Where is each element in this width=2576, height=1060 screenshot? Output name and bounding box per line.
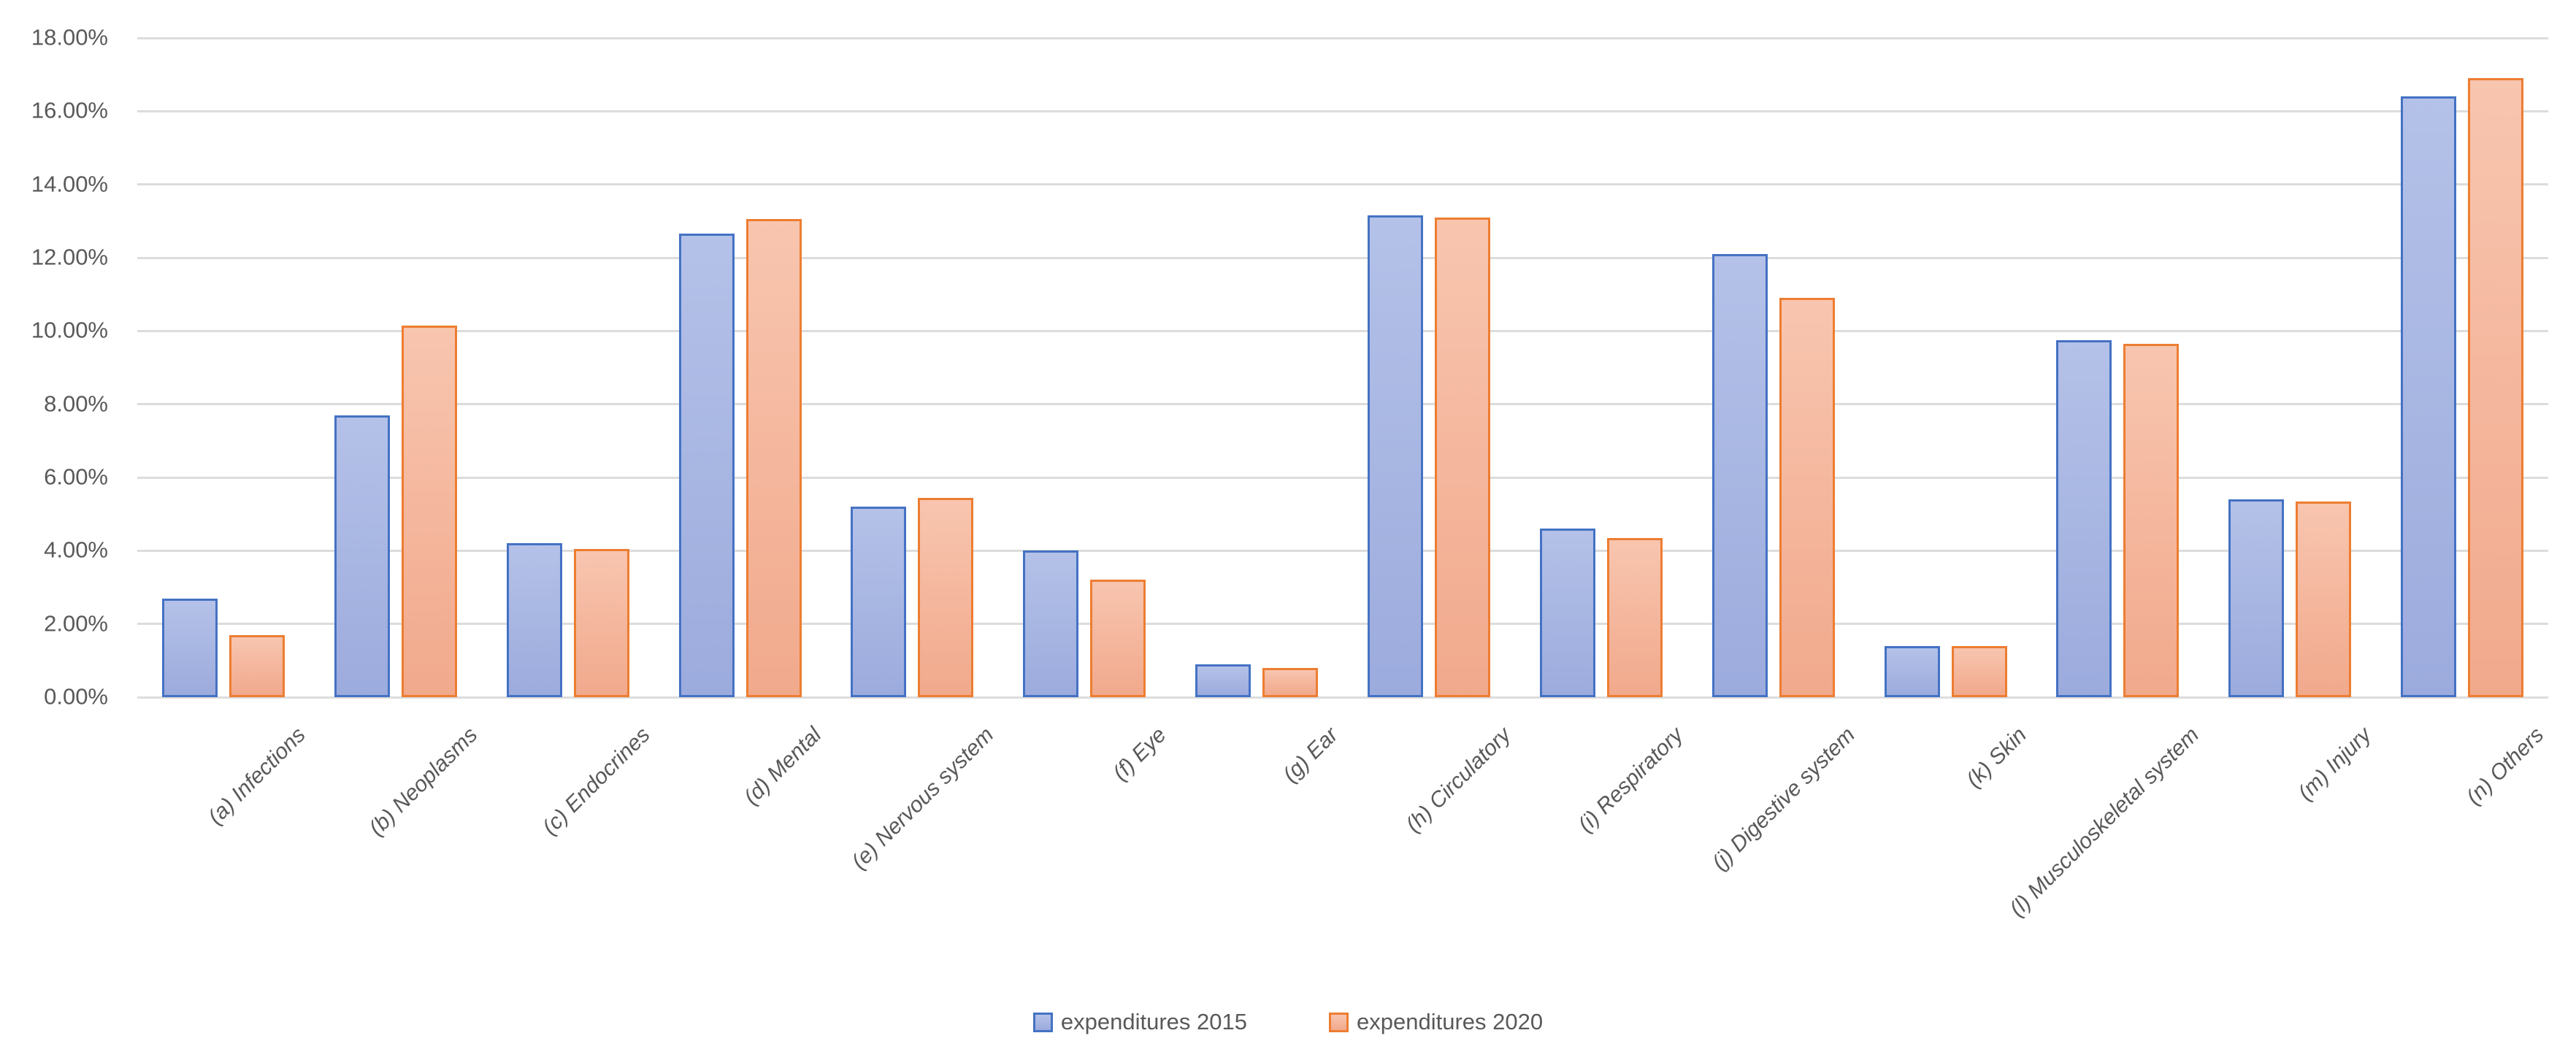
legend-label-2020: expenditures 2020 bbox=[1357, 1009, 1544, 1034]
bar-2015-l bbox=[2056, 340, 2112, 697]
bar-2015-c bbox=[507, 543, 562, 697]
bar-2015-h bbox=[1368, 215, 1423, 697]
bar-2015-i bbox=[1540, 529, 1595, 697]
bar-2020-f bbox=[1090, 580, 1146, 697]
y-tick-label-16pct: 16.00% bbox=[31, 97, 108, 123]
bar-2015-m bbox=[2228, 499, 2284, 697]
x-axis-label-d: (d) Mental bbox=[739, 723, 827, 810]
x-axis-label-j: (j) Digestive system bbox=[1707, 723, 1860, 875]
x-axis-label-b: (b) Neoplasms bbox=[364, 723, 483, 841]
legend-swatch-2020 bbox=[1329, 1012, 1349, 1032]
bar-2020-h bbox=[1435, 218, 1490, 697]
y-tick-label-18pct: 18.00% bbox=[31, 24, 108, 50]
gridline-12pct bbox=[137, 257, 2548, 259]
bar-2020-n bbox=[2468, 78, 2523, 697]
bar-2020-g bbox=[1262, 668, 1318, 697]
bar-2020-b bbox=[402, 326, 457, 697]
x-axis-label-e: (e) Nervous system bbox=[847, 723, 999, 875]
y-tick-label-4pct: 4.00% bbox=[44, 537, 108, 563]
x-axis-label-c: (c) Endocrines bbox=[537, 723, 655, 840]
legend-label-2015: expenditures 2015 bbox=[1060, 1009, 1247, 1034]
gridline-6pct bbox=[137, 477, 2548, 479]
bar-2020-k bbox=[1952, 646, 2007, 697]
gridline-14pct bbox=[137, 183, 2548, 185]
legend-item-2015: expenditures 2015 bbox=[1032, 1009, 1247, 1035]
gridline-8pct bbox=[137, 403, 2548, 405]
y-tick-label-6pct: 6.00% bbox=[44, 464, 108, 490]
bar-2020-a bbox=[229, 635, 285, 697]
y-tick-label-10pct: 10.00% bbox=[31, 317, 108, 343]
x-axis-label-f: (f) Eye bbox=[1108, 723, 1171, 786]
bar-2015-b bbox=[334, 415, 390, 697]
bar-2020-j bbox=[1779, 298, 1835, 697]
gridline-2pct bbox=[137, 623, 2548, 625]
y-tick-label-0pct: 0.00% bbox=[44, 683, 108, 710]
bar-2015-d bbox=[679, 234, 735, 697]
bar-2015-j bbox=[1712, 254, 1768, 697]
legend-item-2020: expenditures 2020 bbox=[1329, 1009, 1543, 1035]
bar-2015-f bbox=[1023, 550, 1078, 697]
bar-2015-n bbox=[2401, 96, 2456, 697]
x-axis-label-h: (h) Circulatory bbox=[1400, 723, 1516, 837]
bar-2020-l bbox=[2123, 344, 2179, 697]
bar-2020-d bbox=[746, 219, 802, 697]
bar-2020-e bbox=[918, 498, 973, 697]
bar-2015-g bbox=[1195, 664, 1251, 697]
legend-swatch-2015 bbox=[1032, 1012, 1053, 1032]
x-axis-label-i: (i) Respiratory bbox=[1573, 723, 1688, 837]
gridline-18pct bbox=[137, 37, 2548, 39]
gridline-16pct bbox=[137, 110, 2548, 112]
bar-2020-i bbox=[1607, 538, 1663, 697]
x-axis-label-a: (a) Infections bbox=[203, 723, 310, 829]
x-axis-label-g: (g) Ear bbox=[1279, 723, 1343, 788]
legend: expenditures 2015 expenditures 2020 bbox=[0, 1009, 2576, 1035]
bar-2020-c bbox=[574, 549, 629, 697]
gridline-0pct bbox=[137, 696, 2548, 699]
y-tick-label-12pct: 12.00% bbox=[31, 244, 108, 270]
bar-2020-m bbox=[2296, 502, 2351, 697]
y-tick-label-2pct: 2.00% bbox=[44, 610, 108, 637]
y-tick-label-8pct: 8.00% bbox=[44, 391, 108, 417]
bar-2015-a bbox=[162, 599, 218, 697]
bar-2015-k bbox=[1885, 646, 1940, 697]
x-axis-label-k: (k) Skin bbox=[1962, 723, 2032, 793]
x-axis-label-l: (l) Musculoskeletal system bbox=[2005, 723, 2204, 922]
bar-2015-e bbox=[851, 507, 906, 697]
gridline-10pct bbox=[137, 330, 2548, 332]
gridline-4pct bbox=[137, 550, 2548, 552]
x-axis-label-n: (n) Others bbox=[2461, 723, 2549, 810]
x-axis-label-m: (m) Injury bbox=[2293, 723, 2377, 805]
y-tick-label-14pct: 14.00% bbox=[31, 171, 108, 197]
